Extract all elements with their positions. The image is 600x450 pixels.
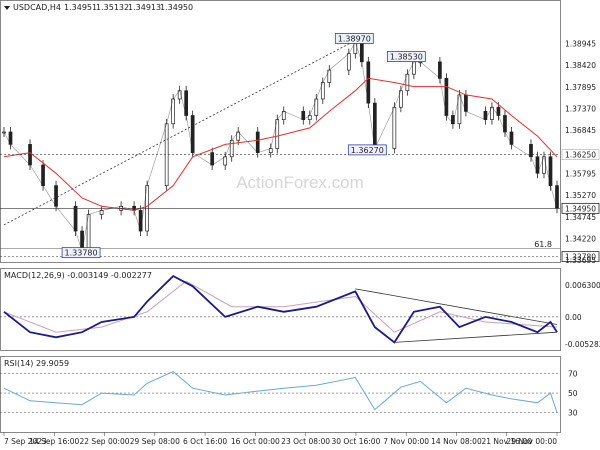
axes: 1.38945 1.38420 1.37895 1.37370 1.36845 1.362…: [3, 39, 600, 446]
price-annotation-box: [386, 51, 426, 63]
price-tick-label: 1.33695: [565, 256, 596, 265]
rsi-panel: [0, 356, 561, 433]
price-tick-label: 1.37370: [565, 104, 596, 113]
price-annotation-label: 1.36270: [351, 146, 384, 155]
price-panel: [0, 0, 561, 263]
collapse-arrow-icon[interactable]: [4, 6, 10, 10]
rsi-tick-label: 70: [568, 370, 578, 379]
candle-body: [346, 53, 351, 71]
rsi-tick-label: 50: [568, 389, 578, 398]
rsi-line: [3, 371, 558, 413]
price-tick-label: 1.38945: [565, 39, 596, 48]
fib-label: 61.8: [534, 240, 552, 249]
symbol-title: USDCAD,H4: [13, 3, 61, 12]
rsi-title: RSI(14) 29.9059: [4, 359, 69, 368]
price-tick-box: [561, 251, 600, 263]
macd-tick-label: 0.00: [565, 313, 582, 322]
price-annotation-box: [347, 144, 387, 156]
price-tick-label: 1.38420: [565, 61, 596, 70]
triangle-line: [355, 288, 558, 325]
price-tick-label: 1.35795: [565, 169, 596, 178]
price-annotation-label: 1.33780: [65, 249, 98, 258]
price-annotation-box: [61, 247, 101, 259]
price-tick-label: 1.33780: [565, 253, 596, 262]
moving-average-line: [3, 77, 558, 211]
price-tick-label: 1.34220: [565, 234, 596, 243]
candle-body: [54, 185, 58, 207]
macd-line: [3, 274, 558, 344]
ohlc-open: 1.34951: [64, 3, 97, 12]
macd-panel: [0, 268, 561, 351]
price-tick-label: 1.37895: [565, 83, 596, 92]
price-tick-label: 1.34950: [565, 204, 596, 213]
candle-body: [73, 205, 78, 232]
price-title: USDCAD,H4 1.34951 1.35132 1.34913 1.3495…: [4, 3, 193, 12]
x-tick-label: 7 Sep 2023: [4, 437, 47, 446]
rsi-series: [0, 371, 560, 413]
price-annotation-label: 1.38530: [390, 53, 423, 62]
trend-line: [3, 36, 363, 226]
macd-title: MACD(12,26,9) -0.003149 -0.002277: [4, 271, 152, 280]
macd-signal-line: [3, 280, 558, 333]
candle-body: [483, 111, 488, 120]
ohlc-close: 1.34950: [160, 3, 193, 12]
x-tick-label: 14 Nov 08:00: [431, 437, 482, 446]
candle-body: [41, 164, 45, 187]
price-tick-box: [561, 202, 600, 214]
candle-body: [255, 131, 260, 153]
price-tick-label: 1.35270: [565, 191, 596, 200]
x-tick-label: 29 Nov 00:00: [506, 437, 557, 446]
watermark: ActionForex.com: [236, 173, 364, 192]
price-tick-label: 1.34745: [565, 213, 596, 222]
rsi-tick-label: 30: [568, 409, 578, 418]
x-tick-label: 21 Nov 16:00: [481, 437, 532, 446]
price-line: [3, 41, 558, 252]
price-tick-label: 1.36845: [565, 126, 596, 135]
price-annotation-label: 1.38970: [338, 34, 371, 43]
price-annotation-box: [334, 33, 374, 44]
candle-body: [223, 156, 228, 166]
x-tick-label: 29 Sep 08:00: [130, 437, 180, 446]
x-tick-label: 6 Oct 16:00: [183, 437, 227, 446]
macd-series: [0, 274, 560, 344]
ohlc-low: 1.34913: [128, 3, 161, 12]
candle-body: [392, 106, 397, 149]
macd-tick-label: 0.006300: [565, 281, 600, 290]
x-tick-label: 14 Sep 16:00: [29, 437, 79, 446]
x-tick-label: 22 Sep 00:00: [80, 437, 130, 446]
candle-body: [438, 61, 442, 79]
x-tick-label: 16 Oct 00:00: [231, 437, 280, 446]
macd-tick-label: -0.005283: [565, 340, 600, 349]
price-series: 1.38970 1.38530 1.36270 1.33780: [0, 33, 560, 259]
price-tick-label: 1.36250: [565, 151, 596, 160]
x-tick-label: 7 Nov 00:00: [383, 437, 429, 446]
x-tick-label: 23 Oct 08:00: [281, 437, 330, 446]
x-tick-label: 30 Oct 16:00: [331, 437, 380, 446]
ohlc-high: 1.35132: [96, 3, 129, 12]
price-tick-box: [561, 149, 600, 160]
triangle-line: [394, 331, 558, 343]
candle-body: [301, 111, 306, 120]
